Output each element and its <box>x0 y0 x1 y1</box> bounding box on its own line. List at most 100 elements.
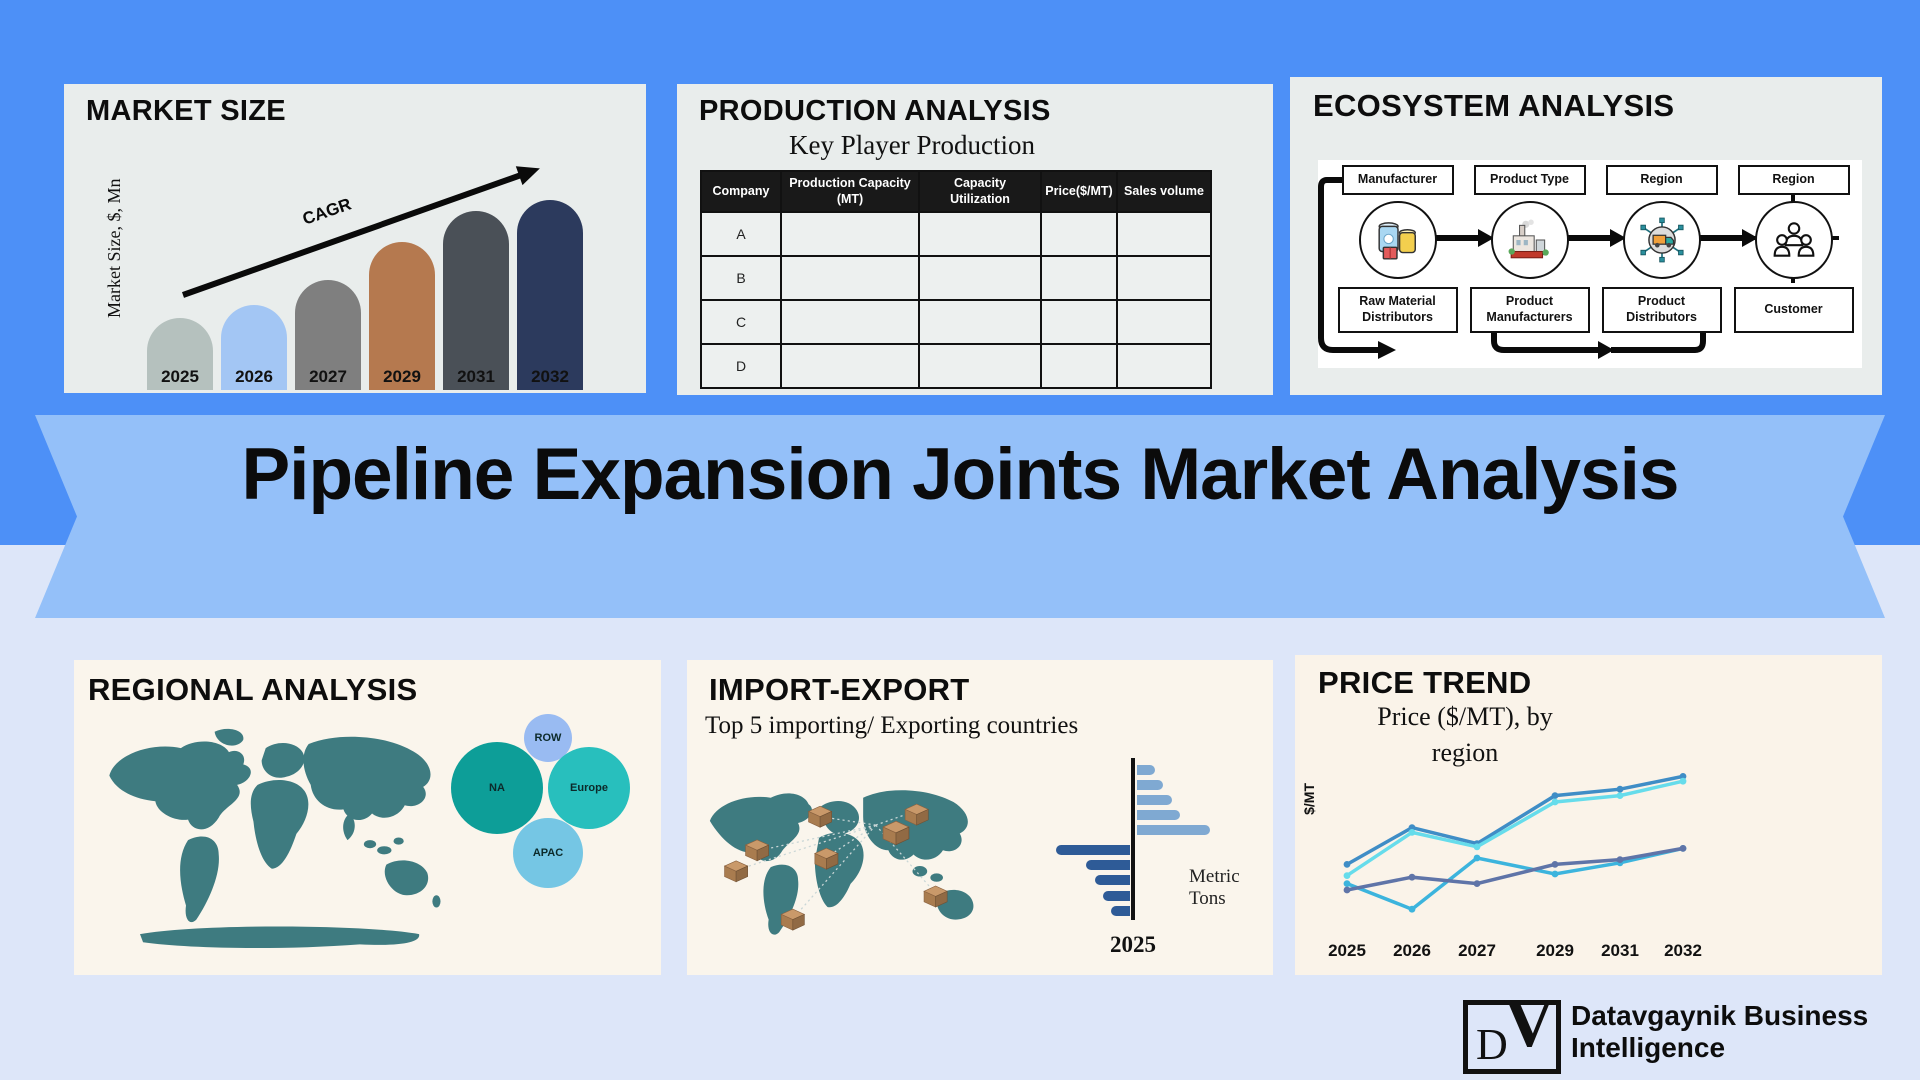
logo-letter-d: D <box>1476 1020 1508 1069</box>
price-trend-title: PRICE TREND <box>1318 665 1532 700</box>
empty-cell <box>1116 211 1212 258</box>
region-box-2: Region <box>1737 165 1850 195</box>
ecosystem-analysis-panel: ECOSYSTEM ANALYSIS Ma <box>1290 77 1882 395</box>
ecosystem-column-product-type: Product Type Product Manufacturers <box>1465 165 1594 333</box>
bar-year-label: 2031 <box>457 367 495 386</box>
table-row: B <box>700 255 1212 302</box>
table-row: D <box>700 343 1212 390</box>
customer-box: Customer <box>1733 287 1854 333</box>
empty-cell <box>918 211 1042 258</box>
empty-cell <box>918 343 1042 390</box>
table-row: A <box>700 211 1212 258</box>
bar-year-label: 2029 <box>383 367 421 386</box>
bubble-apac: APAC <box>513 818 583 888</box>
empty-cell <box>1040 343 1118 390</box>
import-export-title: IMPORT-EXPORT <box>709 672 970 707</box>
brand-name: Datavgaynik Business Intelligence <box>1571 1000 1868 1064</box>
col-capacity-utilization: Capacity Utilization <box>918 169 1042 214</box>
factory-icon <box>1490 201 1569 279</box>
empty-cell <box>1116 299 1212 346</box>
table-header-row: Company Production Capacity (MT) Capacit… <box>700 169 1212 214</box>
distribution-network-icon <box>1622 201 1701 279</box>
company-cell: B <box>700 255 782 302</box>
product-distributors-box: Product Distributors <box>1601 287 1722 333</box>
market-size-bar-2026: 2026 <box>221 304 287 390</box>
bubble-label: ROW <box>534 732 562 744</box>
empty-cell <box>918 299 1042 346</box>
empty-cell <box>1040 299 1118 346</box>
regional-title: REGIONAL ANALYSIS <box>88 672 418 707</box>
x-tick-2026: 2026 <box>1393 941 1431 960</box>
ecosystem-column-customer: Region Customer <box>1729 165 1858 333</box>
import-export-panel: IMPORT-EXPORT Top 5 importing/ Exporting… <box>687 660 1273 975</box>
customer-people-icon <box>1754 201 1833 279</box>
x-tick-2029: 2029 <box>1536 941 1574 960</box>
export-bar <box>1137 765 1156 775</box>
tornado-axis <box>1131 758 1135 920</box>
bubble-na: NA <box>451 742 543 834</box>
x-tick-2031: 2031 <box>1601 941 1639 960</box>
market-size-bar-2032: 2032 <box>517 200 583 390</box>
bubble-label: Europe <box>570 782 608 794</box>
col-company: Company <box>700 169 782 214</box>
bubble-label: NA <box>489 782 505 794</box>
x-tick-2025: 2025 <box>1328 941 1366 960</box>
brand-line2: Intelligence <box>1571 1032 1726 1064</box>
market-size-bar-group: 2025 2026 2027 2029 2031 2032 <box>147 200 583 390</box>
col-price: Price($/MT) <box>1040 169 1118 214</box>
empty-cell <box>1116 343 1212 390</box>
empty-cell <box>780 211 920 258</box>
company-cell: D <box>700 343 782 390</box>
raw-material-jars-icon <box>1358 201 1437 279</box>
x-tick-2032: 2032 <box>1664 941 1702 960</box>
import-bar <box>1056 845 1130 855</box>
market-size-panel: MARKET SIZE Market Size, $, Mn 2025 2026… <box>64 84 646 393</box>
export-bar <box>1137 825 1210 835</box>
company-cell: A <box>700 211 782 258</box>
table-row: C <box>700 299 1212 346</box>
production-title: PRODUCTION ANALYSIS <box>699 95 1051 127</box>
tornado-year-label: 2025 <box>1110 932 1156 957</box>
bar-year-label: 2032 <box>531 367 569 386</box>
export-bar <box>1137 780 1164 790</box>
empty-cell <box>780 343 920 390</box>
empty-cell <box>918 255 1042 302</box>
import-bar <box>1085 860 1130 870</box>
export-bar <box>1137 795 1173 805</box>
bar-year-label: 2026 <box>235 367 273 386</box>
subtitle-line2: region <box>1431 738 1499 768</box>
x-tick-2027: 2027 <box>1458 941 1496 960</box>
market-size-bar-2031: 2031 <box>443 211 509 390</box>
market-size-y-axis-label: Market Size, $, Mn <box>104 178 124 319</box>
price-trend-panel: PRICE TREND Price ($/MT), by region $/MT… <box>1295 655 1882 975</box>
price-trend-line-chart <box>1343 773 1687 913</box>
world-map <box>109 728 441 949</box>
ecosystem-column-region-distribution: Region <box>1597 165 1726 333</box>
product-manufacturers-box: Product Manufacturers <box>1469 287 1590 333</box>
import-bar <box>1103 891 1130 901</box>
package-icon <box>724 860 748 883</box>
market-size-bar-2029: 2029 <box>369 241 435 390</box>
empty-cell <box>1116 255 1212 302</box>
metric-tons-label: Metric Tons <box>1189 866 1240 909</box>
raw-material-distributors-box: Raw Material Distributors <box>1337 287 1458 333</box>
empty-cell <box>1040 255 1118 302</box>
bar-year-label: 2027 <box>309 367 347 386</box>
product-type-box: Product Type <box>1473 165 1586 195</box>
production-analysis-panel: PRODUCTION ANALYSIS Key Player Productio… <box>677 84 1273 395</box>
bubble-label: APAC <box>532 847 564 859</box>
market-size-bar-2025: 2025 <box>147 317 213 390</box>
dv-logo-icon: D V <box>1463 989 1561 1074</box>
market-size-title: MARKET SIZE <box>86 95 286 127</box>
empty-cell <box>780 255 920 302</box>
ecosystem-title: ECOSYSTEM ANALYSIS <box>1313 88 1675 123</box>
export-bar <box>1137 810 1181 820</box>
logo-letter-v: V <box>1504 985 1555 1062</box>
col-production-capacity: Production Capacity (MT) <box>780 169 920 214</box>
price-trend-subtitle: Price ($/MT), by region <box>1335 699 1595 772</box>
ecosystem-diagram: Manufacturer Raw Material Distributors <box>1318 160 1862 368</box>
trade-map <box>709 790 974 935</box>
import-bar <box>1110 906 1130 916</box>
brand-logo: D V Datavgaynik Business Intelligence <box>1463 989 1868 1074</box>
